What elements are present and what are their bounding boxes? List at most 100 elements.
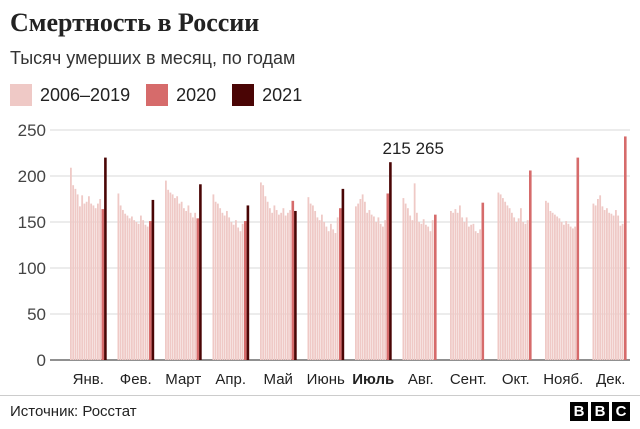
bar-2006-2019 [289,210,292,360]
bar-2006-2019 [508,208,511,360]
bar-2006-2019 [241,223,244,360]
chart-subtitle: Тысяч умерших в месяц, по годам [10,48,296,68]
bar-2006-2019 [131,216,133,360]
bar-2006-2019 [167,189,170,360]
bar-2006-2019 [183,208,185,360]
bar-2006-2019 [194,212,197,360]
bar-2006-2019 [140,215,142,360]
bar-2006-2019 [477,233,479,360]
bar-2006-2019 [97,203,99,360]
bar-2006-2019 [599,195,602,360]
legend-item-2020: 2020 [146,84,216,106]
x-tick-label: Апр. [215,371,246,388]
bar-2006-2019 [171,194,174,360]
bar-2006-2019 [187,205,190,360]
bar-2006-2019 [517,218,520,360]
bar-2006-2019 [413,183,416,360]
legend-item-2006-2019: 2006–2019 [10,84,130,106]
bar-2021 [151,199,155,360]
bar-2006-2019 [603,210,606,360]
x-tick-label: Нояб. [543,371,583,388]
bar-2006-2019 [330,223,332,360]
bar-2006-2019 [212,194,215,360]
bar-2006-2019 [178,203,181,360]
bar-2006-2019 [592,203,595,360]
bar-2006-2019 [314,210,317,360]
x-tick-label: Дек. [596,371,625,388]
bar-2006-2019 [269,208,271,360]
bar-2006-2019 [368,210,371,360]
bar-2021 [246,205,250,360]
bar-2020 [386,193,390,360]
bar-2006-2019 [217,203,219,360]
bar-2006-2019 [74,188,77,360]
bar-2006-2019 [513,217,516,360]
bar-2006-2019 [287,212,289,360]
bar-2020 [101,209,105,360]
bar-2006-2019 [119,205,122,360]
bar-2006-2019 [612,215,615,360]
bar-2006-2019 [574,226,577,360]
bar-2006-2019 [359,199,362,360]
bar-2006-2019 [146,226,149,360]
bar-2006-2019 [422,219,425,360]
bar-2006-2019 [133,220,136,360]
bar-2006-2019 [373,216,375,360]
bar-2006-2019 [165,180,167,360]
bar-2006-2019 [237,227,240,360]
bar-2006-2019 [316,217,319,360]
bar-2006-2019 [223,215,226,360]
bar-2021 [294,210,297,360]
bbc-logo: B B C [567,402,630,421]
bar-2006-2019 [366,212,369,360]
bar-2006-2019 [185,210,188,360]
y-tick-label: 200 [18,167,46,186]
bar-2006-2019 [549,210,552,360]
bar-2006-2019 [547,202,550,360]
bar-2021 [199,184,202,360]
bar-2006-2019 [230,222,233,360]
bar-2006-2019 [610,213,613,360]
bar-2006-2019 [228,217,231,360]
bar-2006-2019 [377,217,380,360]
bar-2006-2019 [409,215,412,360]
legend-label-2021: 2021 [262,84,303,105]
bar-2006-2019 [597,199,599,360]
bar-2006-2019 [569,226,572,360]
bar-2006-2019 [88,196,90,360]
bar-2006-2019 [499,194,502,360]
bar-2006-2019 [506,205,509,360]
x-tick-label: Июнь [307,371,345,388]
bar-2006-2019 [502,198,504,360]
bar-2006-2019 [454,209,457,360]
bar-2006-2019 [615,210,617,360]
bar-2006-2019 [92,205,95,360]
bar-2006-2019 [619,225,622,360]
bar-2006-2019 [85,201,88,360]
y-tick-label: 100 [18,259,46,278]
bar-2006-2019 [418,222,421,360]
bar-2006-2019 [325,226,328,360]
bar-2021 [389,162,392,360]
footer-divider [0,395,640,396]
bar-2006-2019 [99,199,102,360]
bar-2006-2019 [470,224,473,360]
bar-2006-2019 [601,206,604,360]
bar-2006-2019 [379,223,382,360]
bar-2006-2019 [370,214,373,360]
bar-2006-2019 [275,210,278,360]
bar-2006-2019 [235,220,237,360]
bar-2006-2019 [94,208,97,360]
bar-2006-2019 [416,212,418,360]
bar-2006-2019 [554,214,556,360]
bbc-logo-letter: B [591,402,609,421]
bar-2006-2019 [511,212,513,360]
bar-2006-2019 [189,212,192,360]
bar-2006-2019 [122,210,124,360]
bar-2006-2019 [323,222,326,360]
bar-2020 [576,157,580,360]
bar-2006-2019 [565,221,568,360]
bar-2006-2019 [117,193,120,360]
bar-2006-2019 [402,198,405,360]
bar-2006-2019 [169,192,172,360]
